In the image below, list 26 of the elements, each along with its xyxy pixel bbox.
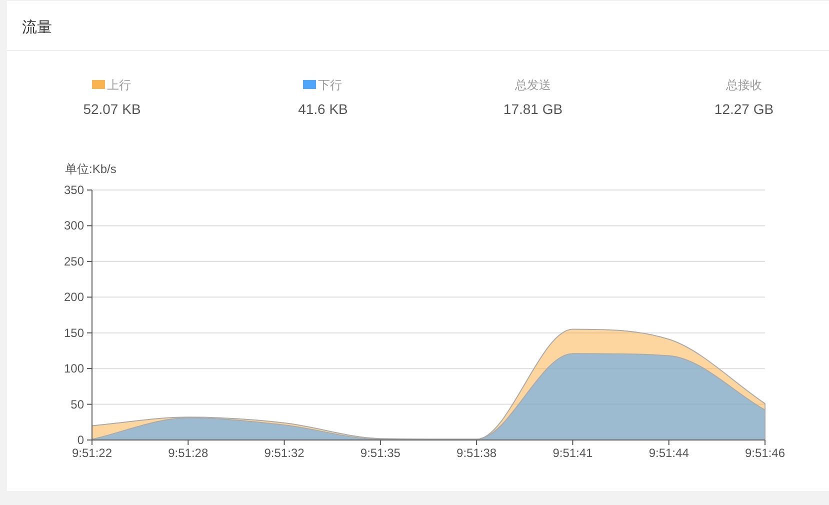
x-tick-label: 9:51:32 bbox=[264, 446, 305, 460]
text: 17.81 GB bbox=[503, 101, 563, 117]
text: 41.6 KB bbox=[298, 101, 348, 117]
legend-label: 上行 bbox=[107, 78, 131, 92]
y-tick-label: 350 bbox=[64, 183, 84, 197]
y-tick-label: 250 bbox=[64, 254, 84, 268]
y-tick-label: 300 bbox=[64, 218, 84, 233]
y-tick-label: 0 bbox=[77, 433, 84, 447]
x-tick-label: 9:51:46 bbox=[744, 446, 786, 460]
text: 总发送 bbox=[514, 78, 551, 92]
x-tick-label: 9:51:41 bbox=[552, 446, 594, 460]
x-tick-label: 9:51:28 bbox=[168, 446, 208, 460]
text: 12.27 GB bbox=[714, 101, 774, 117]
chart-title: 流量 bbox=[22, 19, 52, 36]
x-tick-label: 9:51:22 bbox=[72, 446, 112, 460]
y-tick-label: 150 bbox=[64, 326, 84, 340]
y-axis-title: 单位:Kb/s bbox=[65, 162, 116, 176]
x-tick-label: 9:51:38 bbox=[456, 446, 497, 460]
legend-label: 下行 bbox=[318, 78, 342, 92]
text: 总接收 bbox=[725, 78, 762, 92]
x-tick-label: 9:51:44 bbox=[648, 446, 690, 460]
x-tick-label: 9:51:35 bbox=[360, 446, 401, 460]
text: 52.07 KB bbox=[83, 101, 141, 117]
y-tick-label: 50 bbox=[70, 397, 84, 412]
y-tick-label: 200 bbox=[64, 290, 84, 304]
y-tick-label: 100 bbox=[64, 362, 84, 376]
